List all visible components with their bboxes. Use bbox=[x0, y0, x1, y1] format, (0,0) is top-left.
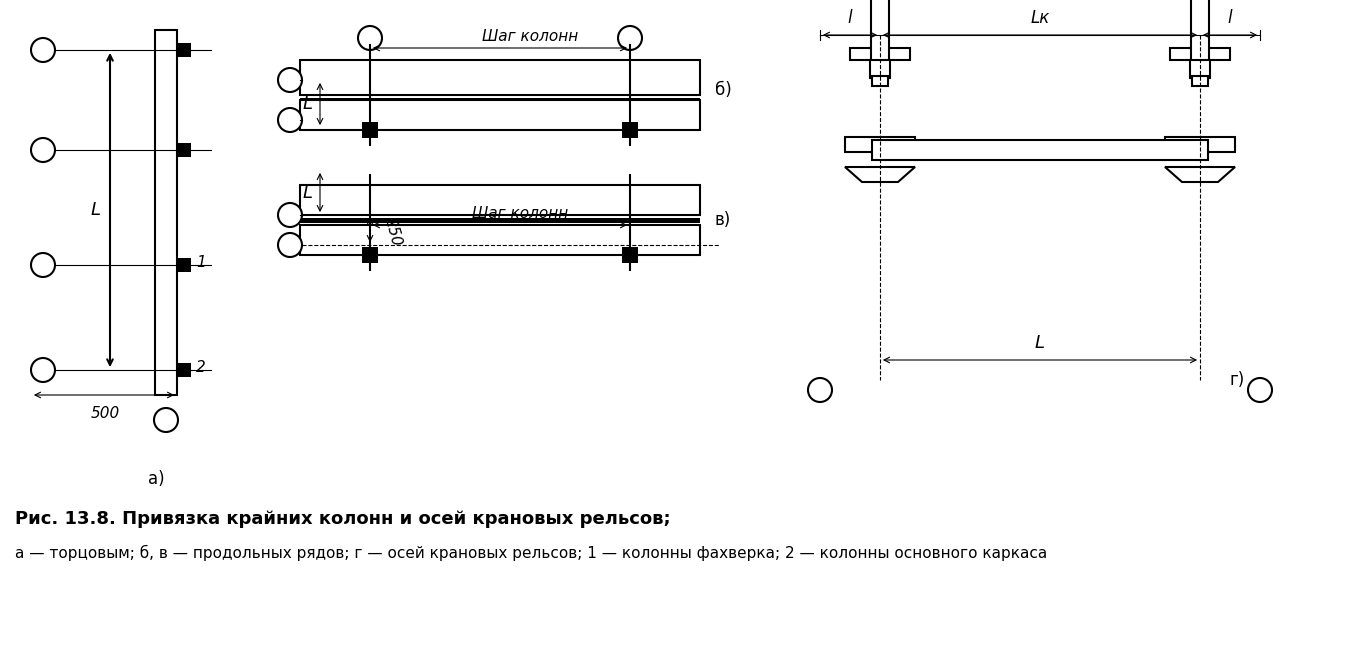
Circle shape bbox=[154, 408, 177, 432]
Bar bbox=[301, 98, 700, 103]
Bar bbox=[1192, 76, 1208, 86]
Bar bbox=[301, 60, 700, 95]
Bar bbox=[177, 363, 191, 377]
Bar bbox=[301, 225, 700, 255]
Text: а — торцовым; б, в — продольных рядов; г — осей крановых рельсов; 1 — колонны фа: а — торцовым; б, в — продольных рядов; г… bbox=[15, 545, 1047, 561]
Circle shape bbox=[278, 68, 302, 92]
Circle shape bbox=[31, 358, 56, 382]
Bar bbox=[301, 218, 700, 223]
Circle shape bbox=[31, 38, 56, 62]
Text: 250: 250 bbox=[382, 216, 403, 248]
Bar bbox=[872, 140, 1208, 160]
Text: 2: 2 bbox=[196, 359, 206, 375]
Circle shape bbox=[278, 203, 302, 227]
Circle shape bbox=[357, 26, 382, 50]
Bar bbox=[850, 48, 910, 60]
Polygon shape bbox=[1164, 167, 1235, 182]
Circle shape bbox=[278, 108, 302, 132]
Text: L: L bbox=[91, 201, 102, 219]
Bar bbox=[177, 258, 191, 272]
Text: Шаг колонн: Шаг колонн bbox=[482, 29, 578, 44]
Bar bbox=[1164, 137, 1235, 152]
Bar bbox=[1192, 0, 1209, 72]
Text: L: L bbox=[303, 95, 313, 113]
Text: Lк: Lк bbox=[1030, 9, 1049, 27]
Circle shape bbox=[31, 138, 56, 162]
Circle shape bbox=[278, 233, 302, 257]
Bar bbox=[301, 100, 700, 130]
Bar bbox=[871, 60, 890, 78]
Text: l: l bbox=[848, 9, 852, 27]
Text: L: L bbox=[1034, 334, 1045, 352]
Text: L: L bbox=[303, 184, 313, 202]
Circle shape bbox=[31, 253, 56, 277]
Bar bbox=[871, 0, 890, 72]
Bar bbox=[1190, 60, 1210, 78]
Bar bbox=[872, 76, 888, 86]
Text: б): б) bbox=[715, 81, 731, 99]
Text: Шаг колонн: Шаг колонн bbox=[473, 206, 569, 221]
Text: Рис. 13.8. Привязка крайних колонн и осей крановых рельсов;: Рис. 13.8. Привязка крайних колонн и осе… bbox=[15, 510, 670, 528]
Bar bbox=[301, 185, 700, 215]
Text: в): в) bbox=[715, 211, 731, 229]
Bar bbox=[621, 247, 638, 263]
Bar bbox=[177, 43, 191, 57]
Text: 1: 1 bbox=[196, 254, 206, 269]
Bar bbox=[1170, 48, 1229, 60]
Circle shape bbox=[808, 378, 831, 402]
Bar bbox=[177, 143, 191, 157]
Text: а): а) bbox=[148, 470, 164, 488]
Circle shape bbox=[1248, 378, 1271, 402]
Text: г): г) bbox=[1229, 371, 1246, 389]
Polygon shape bbox=[845, 167, 915, 182]
Bar bbox=[154, 30, 177, 395]
Text: 500: 500 bbox=[91, 406, 119, 420]
Circle shape bbox=[617, 26, 642, 50]
Bar bbox=[362, 122, 378, 138]
Text: l: l bbox=[1228, 9, 1232, 27]
Bar bbox=[621, 122, 638, 138]
Bar bbox=[845, 137, 915, 152]
Bar bbox=[362, 247, 378, 263]
